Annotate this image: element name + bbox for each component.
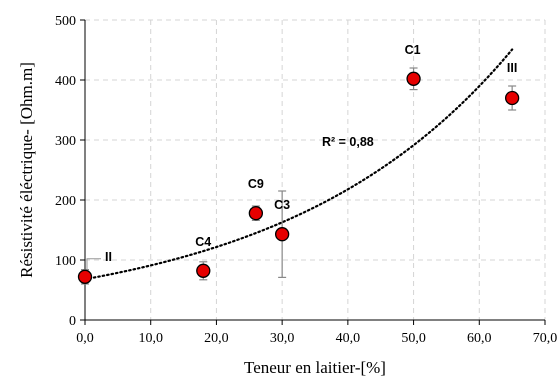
trendline xyxy=(83,48,514,281)
grid-lines xyxy=(85,19,546,320)
x-axis-title: Teneur en laitier-[%] xyxy=(244,358,386,377)
tick-labels: 0,0 10,0 20,0 30,0 40,0 50,0 60,0 70,0 0 100 200 30… xyxy=(55,14,557,346)
error-bars xyxy=(81,67,517,285)
data-point xyxy=(248,206,264,221)
r-squared-annotation: R² = 0,88 xyxy=(322,135,374,149)
x-tick-label: 70,0 xyxy=(533,331,558,346)
data-point xyxy=(504,90,520,106)
data-point xyxy=(77,269,93,284)
x-tick-label: 50,0 xyxy=(401,331,426,346)
y-tick-label: 200 xyxy=(55,194,76,209)
data-point xyxy=(196,263,211,278)
label-leader-line xyxy=(86,258,101,270)
x-tick-label: 10,0 xyxy=(138,331,163,346)
y-tick-label: 0 xyxy=(69,314,76,329)
point-label: C3 xyxy=(274,198,290,212)
y-tick-label: 400 xyxy=(55,74,76,89)
x-tick-label: 0,0 xyxy=(76,331,94,346)
point-label: III xyxy=(507,61,517,75)
point-label: II xyxy=(105,250,112,264)
axes xyxy=(80,19,546,325)
x-tick-label: 40,0 xyxy=(336,331,361,346)
point-label: C9 xyxy=(248,177,264,191)
point-labels: II C4 C9 C3 C1 III xyxy=(86,43,517,270)
trendline-path xyxy=(83,48,514,281)
y-tick-label: 500 xyxy=(55,14,76,29)
y-tick-label: 100 xyxy=(55,254,76,269)
point-label: C1 xyxy=(405,43,421,57)
y-axis-title: Résistivité éléctrique- [Ohm.m] xyxy=(17,62,36,278)
x-tick-label: 30,0 xyxy=(270,331,295,346)
data-points xyxy=(77,71,520,284)
x-tick-label: 20,0 xyxy=(204,331,229,346)
data-point xyxy=(406,71,421,86)
point-label: C4 xyxy=(195,235,211,249)
y-tick-label: 300 xyxy=(55,134,76,149)
data-point xyxy=(274,227,290,242)
x-tick-label: 60,0 xyxy=(467,331,492,346)
